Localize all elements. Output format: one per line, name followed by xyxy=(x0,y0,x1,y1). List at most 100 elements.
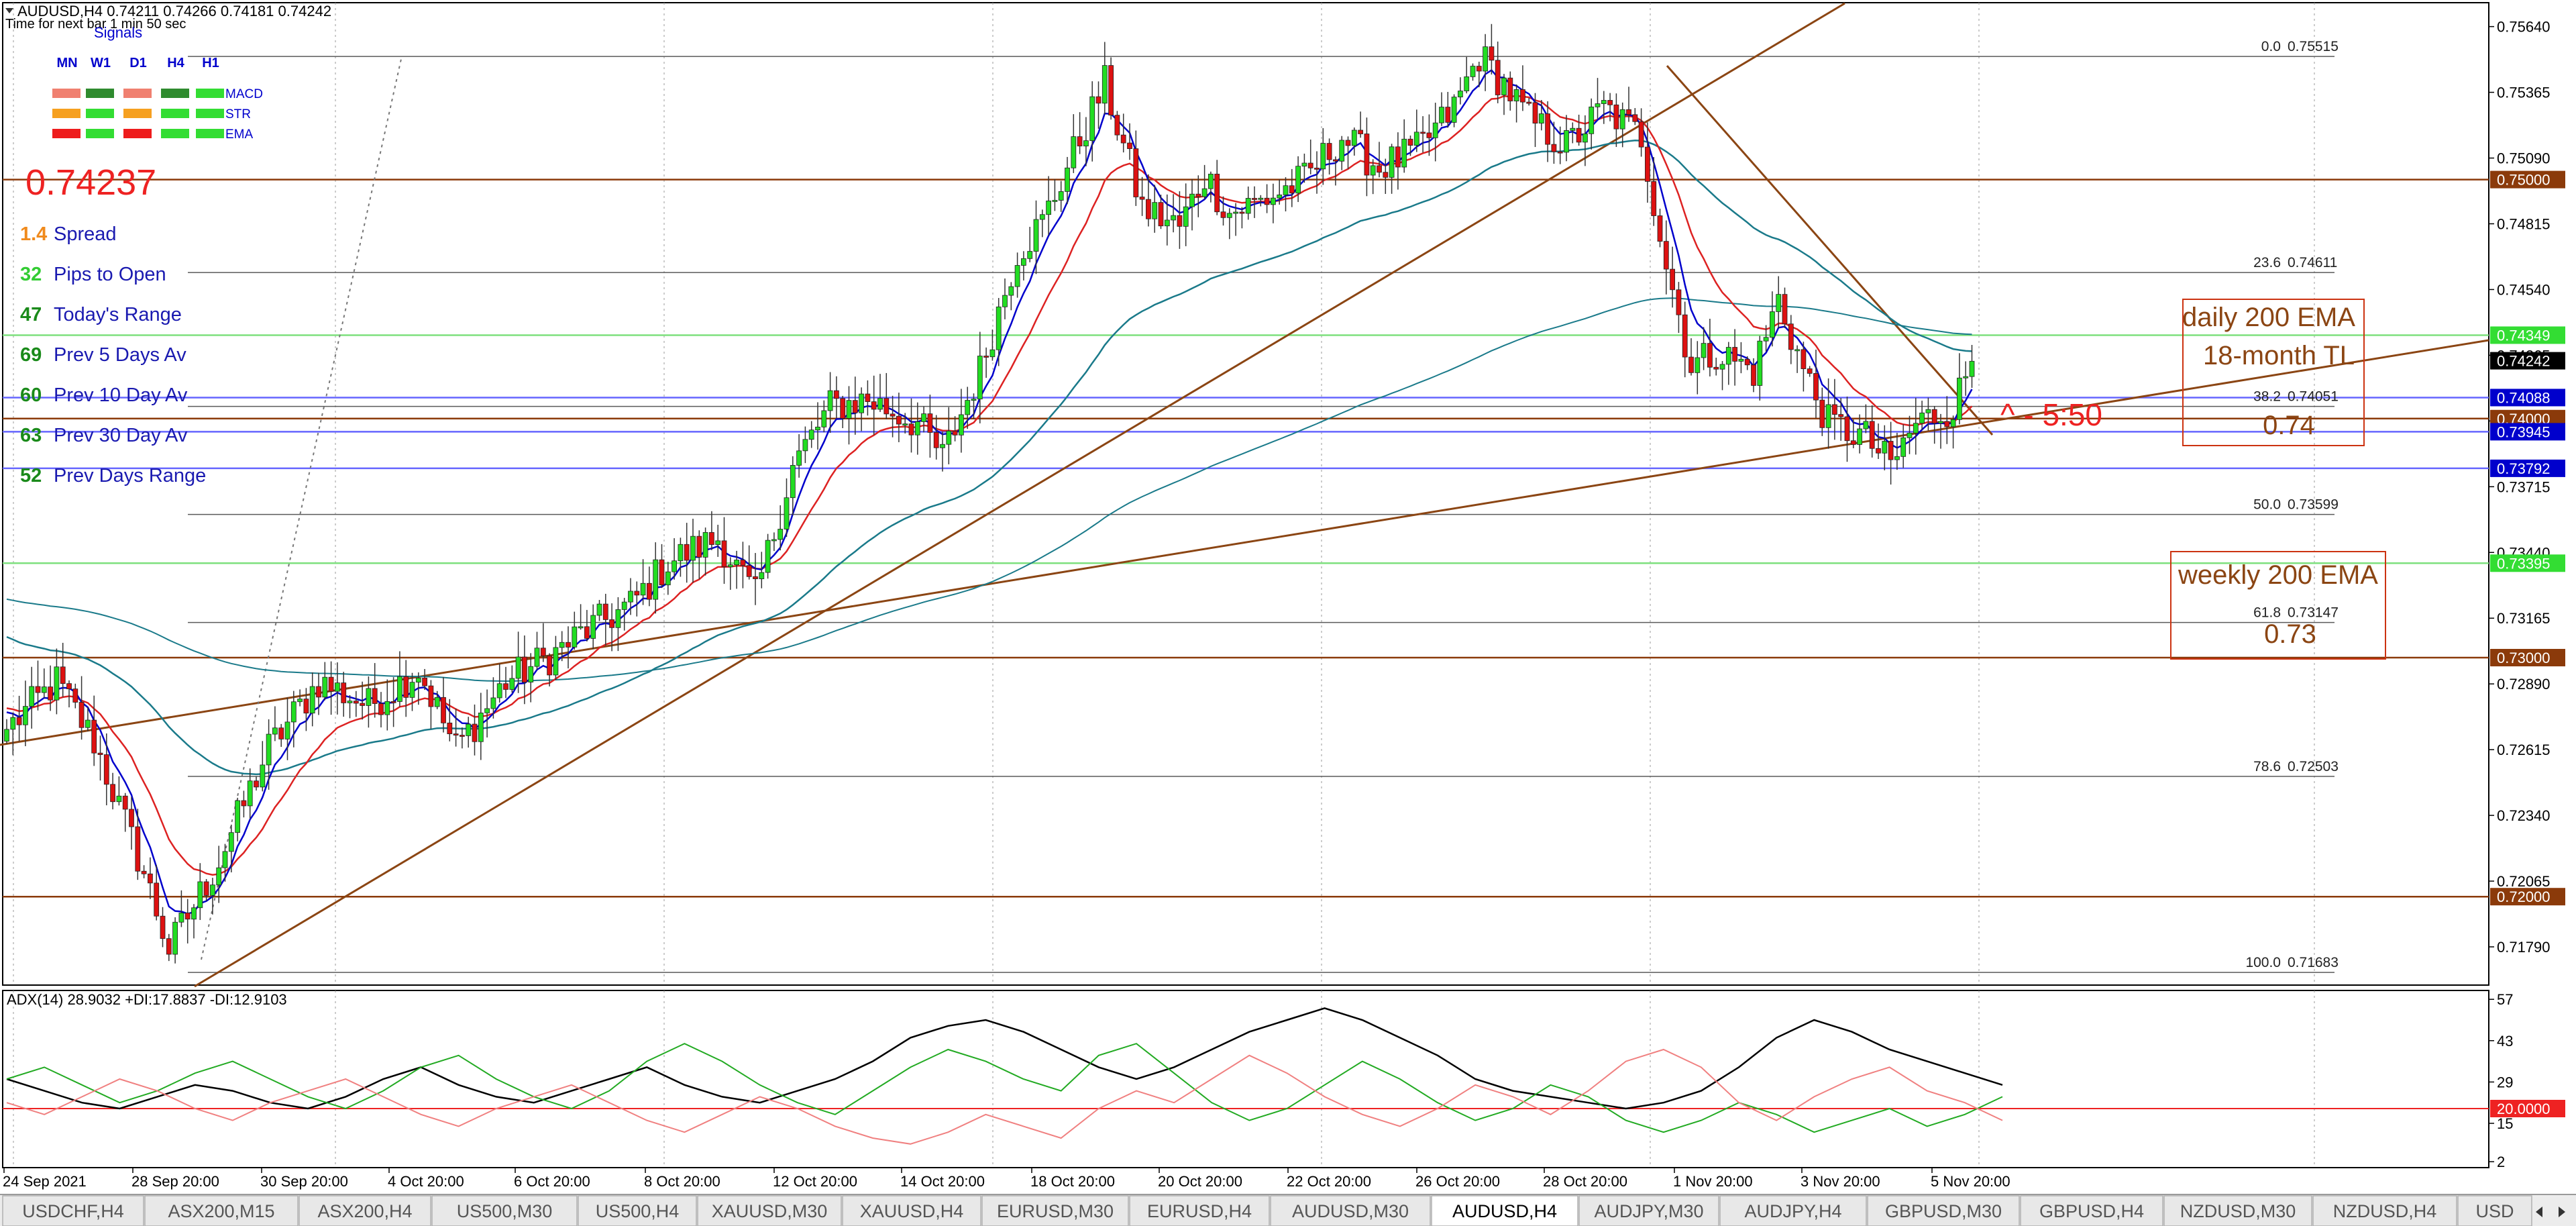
candle-body xyxy=(1201,188,1208,197)
candle-body xyxy=(515,656,521,679)
candle-body xyxy=(1102,65,1108,104)
chart-tab[interactable]: GBPUSD,H4 xyxy=(2020,1195,2163,1226)
time-tick-label: 14 Oct 20:00 xyxy=(900,1173,985,1190)
stat-value: 52 xyxy=(20,465,42,487)
candle-body xyxy=(777,529,784,540)
candle-body xyxy=(297,699,303,703)
chart-tab[interactable]: US500,M30 xyxy=(431,1195,578,1226)
signal-cell xyxy=(161,109,189,118)
chart-tab[interactable]: AUDUSD,M30 xyxy=(1270,1195,1431,1226)
candle-body xyxy=(496,683,502,699)
fib-price-label: 0.71683 xyxy=(2288,955,2339,970)
candle-body xyxy=(1763,337,1769,342)
candle-body xyxy=(1226,213,1232,218)
stat-label: Prev 5 Days Av xyxy=(54,344,186,366)
candle-body xyxy=(1695,357,1701,373)
candle-body xyxy=(1314,167,1320,170)
fib-price-label: 0.73599 xyxy=(2288,497,2339,513)
signal-cell xyxy=(161,89,189,98)
price-level-tag-text: 0.72000 xyxy=(2497,888,2551,905)
chart-tab[interactable]: AUDUSD,H4 xyxy=(1431,1195,1578,1226)
chart-tab[interactable]: ASX200,M15 xyxy=(144,1195,299,1226)
candle-body xyxy=(272,727,278,735)
candle-body xyxy=(540,648,546,656)
fib-level-label: 50.0 xyxy=(2253,497,2281,513)
candle-body xyxy=(1464,76,1470,91)
candle-body xyxy=(1719,364,1725,370)
candle-body xyxy=(316,686,321,698)
candle-body xyxy=(1114,115,1120,136)
chart-tab[interactable]: EURUSD,M30 xyxy=(981,1195,1129,1226)
chart-tab[interactable]: AUDJPY,M30 xyxy=(1578,1195,1719,1226)
candle-body xyxy=(1757,340,1763,386)
candle-body xyxy=(1888,441,1894,460)
candle-body xyxy=(1751,364,1756,386)
stat-value: 32 xyxy=(20,264,42,285)
candle-body xyxy=(1258,197,1264,200)
candle-body xyxy=(1876,448,1881,454)
stat-label: Spread xyxy=(54,223,117,245)
chart-tab-label: NZDUSD,M30 xyxy=(2180,1201,2296,1221)
candle-body xyxy=(172,921,178,955)
chart-tab[interactable]: XAUUSD,M30 xyxy=(697,1195,842,1226)
ema-fast-line xyxy=(6,68,1973,915)
candle-body xyxy=(1882,441,1888,454)
chart-tab[interactable]: USDCHF,H4 xyxy=(2,1195,144,1226)
candle-body xyxy=(1177,215,1183,227)
candle-body xyxy=(1925,409,1931,413)
candle-body xyxy=(1894,456,1900,460)
candle-body xyxy=(378,703,384,715)
signals-column-label: D1 xyxy=(129,56,147,70)
candle-body xyxy=(1377,165,1382,173)
chart-tab[interactable]: AUDJPY,H4 xyxy=(1719,1195,1867,1226)
candle-body xyxy=(1065,167,1070,192)
price-tick-label: 0.75640 xyxy=(2497,19,2551,36)
candle-body xyxy=(278,727,284,739)
signal-cell xyxy=(86,89,114,98)
signal-cell xyxy=(123,89,152,98)
chart-tab[interactable]: NZDUSD,H4 xyxy=(2312,1195,2457,1226)
fib-level-label: 38.2 xyxy=(2253,389,2281,405)
tab-scroll-right-icon[interactable] xyxy=(2559,1207,2565,1217)
candle-body xyxy=(1252,198,1257,200)
candle-body xyxy=(1501,77,1507,95)
candle-body xyxy=(1788,323,1794,350)
chart-tab[interactable]: NZDUSD,M30 xyxy=(2163,1195,2312,1226)
candle-body xyxy=(1351,130,1357,146)
candle-body xyxy=(1495,60,1501,95)
candle-body xyxy=(16,717,22,725)
candle-body xyxy=(1002,295,1008,307)
candle-body xyxy=(1046,200,1051,215)
chart-tab[interactable]: XAUUSD,H4 xyxy=(842,1195,981,1226)
chart-tab[interactable]: USD xyxy=(2457,1195,2532,1226)
signal-cell xyxy=(86,129,114,138)
candle-body xyxy=(1083,140,1089,147)
fib-price-label: 0.74051 xyxy=(2288,389,2339,405)
candle-body xyxy=(41,686,47,693)
candle-body xyxy=(1857,428,1863,445)
chart-tab[interactable]: EURUSD,H4 xyxy=(1129,1195,1270,1226)
chart-tab[interactable]: ASX200,H4 xyxy=(299,1195,431,1226)
candle-body xyxy=(247,780,253,807)
candle-body xyxy=(1345,140,1351,146)
annotations: daily 200 EMA 18-month TL 0.74 weekly 200 E… xyxy=(2000,299,2386,660)
candle-body xyxy=(808,429,814,440)
fib-price-label: 0.73147 xyxy=(2288,605,2339,621)
price-tick-label: 0.73165 xyxy=(2497,610,2551,627)
adx-panel: ADX(14) 28.9032 +DI:17.8837 -DI:12.9103 xyxy=(3,991,2489,1145)
candle-body xyxy=(1164,219,1170,227)
candle-body xyxy=(696,535,702,558)
candle-body xyxy=(784,497,790,529)
candle-body xyxy=(1307,162,1313,168)
candle-body xyxy=(260,764,266,788)
candle-body xyxy=(1657,215,1663,242)
chart-tab[interactable]: GBPUSD,M30 xyxy=(1867,1195,2020,1226)
candle-body xyxy=(1183,206,1189,227)
candle-body xyxy=(1663,241,1669,270)
chart-tab[interactable]: US500,H4 xyxy=(578,1195,697,1226)
tab-scroll-left-icon[interactable] xyxy=(2536,1207,2542,1217)
candle-body xyxy=(10,717,16,730)
ema-200-line xyxy=(6,297,1972,682)
candle-body xyxy=(1420,132,1426,134)
